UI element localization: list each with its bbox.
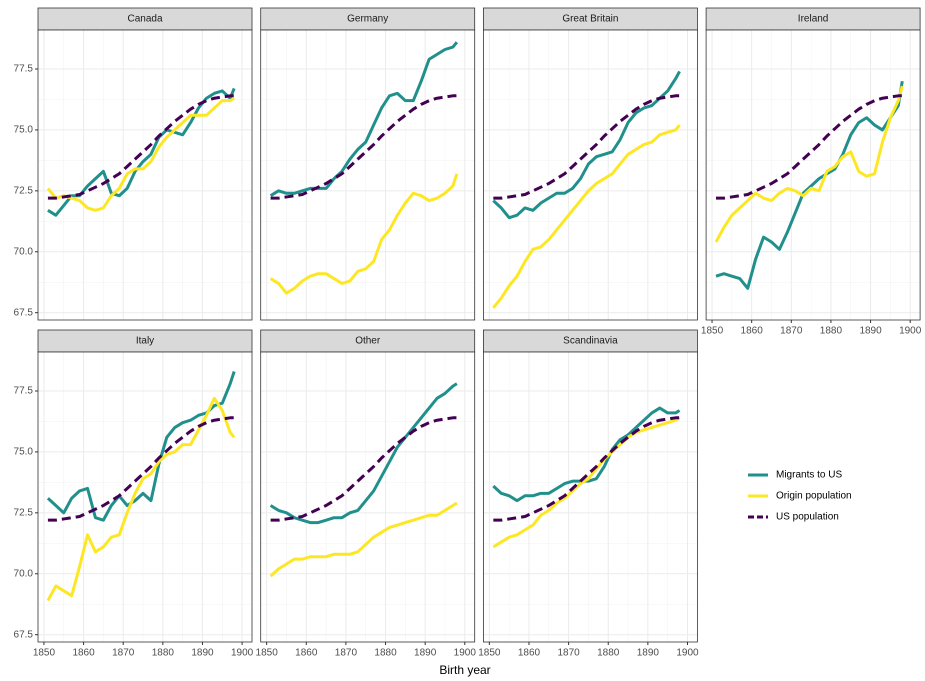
x-tick-label: 1890: [191, 648, 214, 659]
series-line: [269, 41, 459, 197]
y-tick-label: 75.0: [14, 447, 34, 458]
strip-label: Canada: [127, 14, 162, 25]
y-tick-label: 72.5: [14, 185, 34, 196]
panel-border: [482, 351, 698, 643]
panel-background: [38, 30, 252, 320]
x-tick-label: 1890: [637, 648, 660, 659]
series-line: [46, 396, 236, 602]
panel-background: [483, 352, 698, 642]
strip-label: Italy: [136, 336, 154, 347]
x-tick-label: 1850: [701, 326, 724, 337]
y-tick-label: 67.5: [14, 629, 34, 640]
series-line: [47, 94, 235, 200]
series-line: [715, 80, 904, 290]
series-line: [492, 406, 681, 503]
x-tick-label: 1880: [597, 648, 620, 659]
panel-border: [37, 351, 253, 643]
x-tick-label: 1850: [256, 648, 279, 659]
x-tick-label: 1870: [557, 648, 580, 659]
panel-border: [37, 29, 253, 321]
series-line: [493, 94, 680, 200]
legend-label: Migrants to US: [776, 470, 842, 481]
panel-border: [260, 351, 476, 643]
panel-border: [705, 29, 921, 321]
x-tick-label: 1870: [112, 648, 135, 659]
series-line: [46, 96, 235, 212]
strip-label: Germany: [347, 14, 388, 25]
x-tick-label: 1900: [676, 648, 699, 659]
series-line: [269, 382, 458, 525]
series-line: [270, 94, 457, 200]
y-tick-label: 77.5: [14, 64, 34, 75]
x-tick-label: 1890: [859, 326, 882, 337]
y-tick-label: 70.0: [14, 246, 34, 257]
legend-label: US population: [776, 512, 839, 523]
series-line: [47, 416, 235, 522]
x-tick-label: 1860: [518, 648, 541, 659]
panel-background: [260, 30, 475, 320]
series-line: [492, 416, 681, 549]
series-line: [716, 94, 903, 200]
x-tick-label: 1850: [33, 648, 56, 659]
x-tick-label: 1850: [478, 648, 501, 659]
x-tick-label: 1890: [414, 648, 437, 659]
x-tick-label: 1880: [152, 648, 175, 659]
strip-label: Scandinavia: [563, 336, 618, 347]
series-line: [493, 416, 680, 522]
x-tick-label: 1880: [820, 326, 843, 337]
x-axis-title: Birth year: [439, 663, 490, 677]
panel-background: [706, 30, 921, 320]
series-line: [492, 124, 681, 309]
x-tick-label: 1860: [741, 326, 764, 337]
x-tick-label: 1870: [335, 648, 358, 659]
series-line: [269, 501, 458, 578]
legend-label: Origin population: [776, 491, 852, 502]
series-line: [714, 85, 904, 243]
strip-label: Great Britain: [562, 14, 618, 25]
x-tick-label: 1860: [72, 648, 95, 659]
panel-border: [260, 29, 476, 321]
series-line: [492, 70, 681, 220]
x-tick-label: 1860: [295, 648, 318, 659]
x-tick-label: 1900: [899, 326, 922, 337]
series-line: [269, 173, 459, 295]
y-tick-label: 72.5: [14, 507, 34, 518]
x-tick-label: 1880: [374, 648, 397, 659]
y-tick-label: 77.5: [14, 386, 34, 397]
panel-border: [482, 29, 698, 321]
y-tick-label: 67.5: [14, 307, 34, 318]
strip-label: Ireland: [798, 14, 829, 25]
y-tick-label: 75.0: [14, 125, 34, 136]
series-line: [270, 416, 457, 522]
strip-label: Other: [355, 336, 381, 347]
x-tick-label: 1900: [231, 648, 254, 659]
x-tick-label: 1870: [780, 326, 803, 337]
y-tick-label: 70.0: [14, 568, 34, 579]
x-tick-label: 1900: [454, 648, 477, 659]
